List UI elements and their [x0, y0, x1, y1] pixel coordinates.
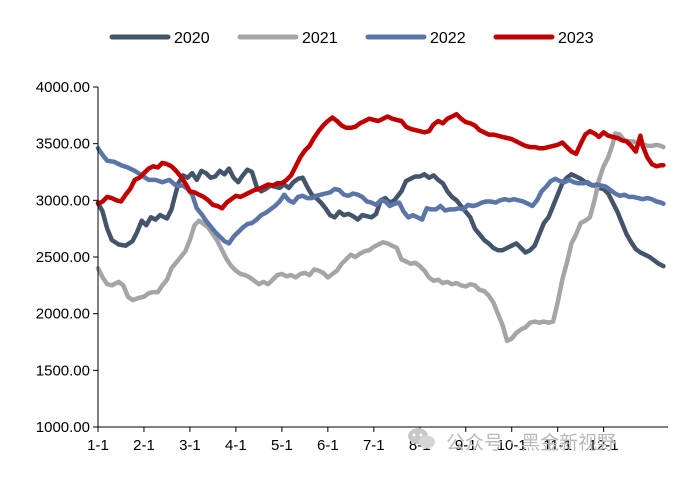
x-tick-label: 4-1: [225, 437, 247, 454]
legend-label-2021: 2021: [302, 30, 338, 47]
legend-label-2020: 2020: [174, 30, 210, 47]
y-tick-label: 1000.00: [36, 419, 90, 436]
y-tick-label: 3000.00: [36, 192, 90, 209]
y-tick-label: 2500.00: [36, 249, 90, 266]
x-tick-label: 1-1: [87, 437, 109, 454]
wechat-icon: [408, 428, 435, 449]
legend-label-2023: 2023: [558, 30, 594, 47]
x-tick-label: 5-1: [271, 437, 293, 454]
x-tick-label: 9-1: [455, 437, 477, 454]
x-tick-label: 11-1: [543, 437, 572, 454]
plot-lines: [95, 111, 666, 344]
watermark-label: 公众号 · 黑金新视野: [446, 432, 616, 454]
x-tick-label: 3-1: [179, 437, 201, 454]
y-tick-label: 4000.00: [36, 79, 90, 96]
x-tick-label: 10-1: [497, 437, 527, 454]
series-line-2021: [95, 131, 666, 344]
legend: 2020 2021 2022 2023: [109, 30, 594, 47]
x-tick-label: 6-1: [317, 437, 339, 454]
axes: 1000.00 1500.00 2000.00 2500.00 3000.00 3500.…: [36, 79, 668, 454]
x-tick-label: 7-1: [363, 437, 385, 454]
series-line-2023: [95, 111, 666, 211]
y-tick-label: 3500.00: [36, 136, 90, 153]
x-tick-label: 12-1: [589, 437, 619, 454]
x-tick-label: 2-1: [133, 437, 155, 454]
legend-label-2022: 2022: [430, 30, 466, 47]
y-tick-label: 2000.00: [36, 306, 90, 323]
watermark: 公众号 · 黑金新视野: [408, 428, 616, 454]
series-line-2022: [95, 145, 666, 246]
y-tick-label: 1500.00: [36, 362, 90, 379]
